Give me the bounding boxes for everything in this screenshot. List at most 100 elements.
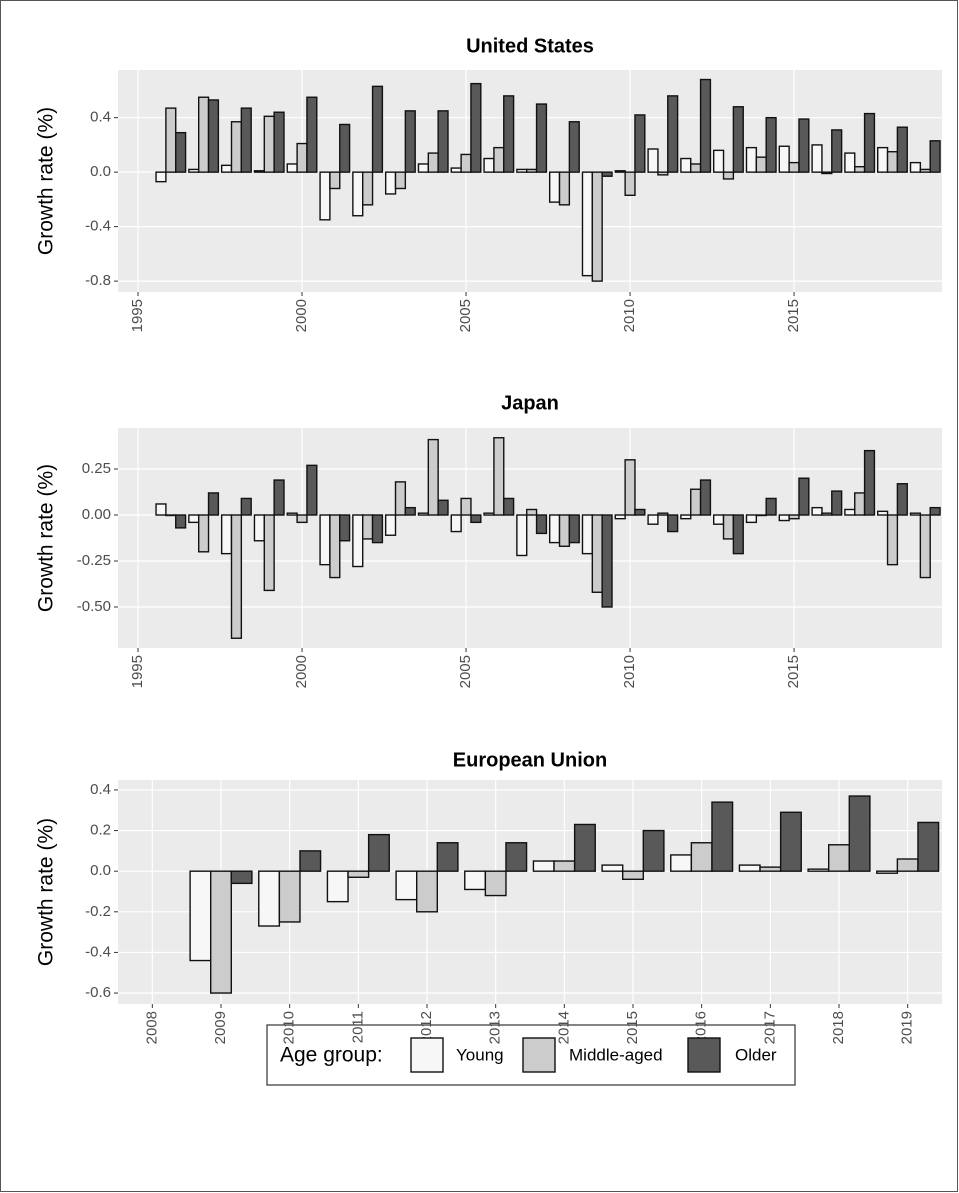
- bar: [573, 823, 596, 872]
- bar: [558, 171, 571, 206]
- bar: [326, 870, 349, 903]
- bar: [821, 512, 833, 516]
- bar: [278, 870, 301, 923]
- bar: [642, 829, 665, 872]
- bar: [854, 492, 866, 516]
- bar: [722, 171, 735, 180]
- bar: [634, 508, 646, 516]
- bar: [828, 844, 851, 872]
- bar: [319, 171, 331, 221]
- x-tick-label: 2018: [830, 1011, 847, 1044]
- bar: [759, 866, 782, 872]
- y-axis-label: Growth rate (%): [35, 107, 58, 255]
- bar: [690, 842, 713, 872]
- chart-title: United States: [466, 35, 594, 57]
- bar: [909, 161, 922, 173]
- bar: [505, 842, 528, 872]
- legend-key: [522, 1037, 556, 1073]
- bar: [240, 107, 252, 173]
- bar: [306, 464, 318, 516]
- x-tick-label: 2014: [555, 1011, 572, 1044]
- bar: [273, 479, 285, 516]
- bar: [306, 96, 318, 173]
- x-tick-label: 2005: [457, 655, 474, 688]
- bar: [788, 161, 800, 173]
- bar: [286, 512, 298, 516]
- bar: [319, 514, 331, 566]
- x-tick-label: 2005: [457, 299, 474, 332]
- bar: [876, 870, 899, 874]
- bar: [367, 833, 390, 872]
- bar: [155, 171, 167, 183]
- bar: [765, 116, 777, 173]
- x-tick-label: 2000: [293, 655, 310, 688]
- bar: [601, 864, 624, 872]
- bar: [371, 514, 384, 544]
- bar: [483, 512, 495, 516]
- x-tick-label: 2017: [761, 1011, 778, 1044]
- bar: [778, 145, 790, 173]
- x-tick-label: 1995: [129, 299, 146, 332]
- bar: [404, 110, 416, 173]
- bar: [230, 514, 243, 639]
- bar: [493, 437, 505, 516]
- bar: [207, 99, 220, 173]
- plot-background: [118, 780, 942, 1004]
- legend-label: Middle-aged: [569, 1045, 663, 1064]
- bar: [745, 146, 758, 173]
- x-tick-label: 2016: [693, 1011, 710, 1044]
- bar: [189, 870, 212, 962]
- bar: [690, 488, 702, 516]
- bar: [371, 85, 384, 173]
- bar: [516, 514, 528, 557]
- bar: [844, 152, 856, 173]
- y-tick-label: 0.0: [90, 862, 111, 879]
- bar: [848, 795, 871, 872]
- bar: [601, 171, 613, 177]
- bar: [929, 506, 941, 516]
- bar: [175, 514, 187, 529]
- bar: [863, 112, 876, 173]
- bar: [738, 864, 761, 872]
- x-tick-label: 2015: [785, 299, 802, 332]
- y-tick-label: -0.4: [85, 218, 111, 235]
- bar: [647, 148, 659, 173]
- x-tick-label: 2019: [899, 1011, 916, 1044]
- bar: [591, 171, 603, 282]
- bar: [450, 167, 462, 173]
- bar: [877, 510, 889, 516]
- legend-key: [410, 1037, 444, 1073]
- plot-background: [118, 70, 942, 292]
- bar: [263, 514, 275, 592]
- bar: [690, 163, 702, 173]
- bar: [788, 514, 800, 520]
- bar: [581, 171, 594, 277]
- legend-label: Older: [735, 1045, 777, 1064]
- x-tick-label: 2010: [621, 655, 638, 688]
- bar: [258, 870, 281, 927]
- bar: [220, 164, 233, 173]
- bar: [470, 514, 482, 524]
- bar: [220, 514, 233, 555]
- bar: [460, 153, 472, 173]
- bar: [798, 477, 810, 516]
- bar: [516, 168, 528, 173]
- bar: [437, 110, 449, 173]
- bar: [362, 171, 374, 206]
- bar: [165, 107, 177, 173]
- x-tick-label: 1995: [129, 655, 146, 688]
- x-tick-label: 2008: [143, 1011, 160, 1044]
- y-tick-label: 0.2: [90, 822, 111, 839]
- bar: [699, 479, 712, 516]
- bar: [483, 157, 495, 173]
- bar: [745, 514, 758, 524]
- bar: [722, 514, 735, 540]
- bar: [503, 95, 515, 173]
- bar: [877, 146, 889, 173]
- bar: [670, 854, 693, 872]
- bar: [299, 850, 322, 872]
- bar: [811, 144, 823, 173]
- bar: [711, 801, 734, 872]
- bar: [622, 870, 645, 881]
- bar: [384, 514, 397, 536]
